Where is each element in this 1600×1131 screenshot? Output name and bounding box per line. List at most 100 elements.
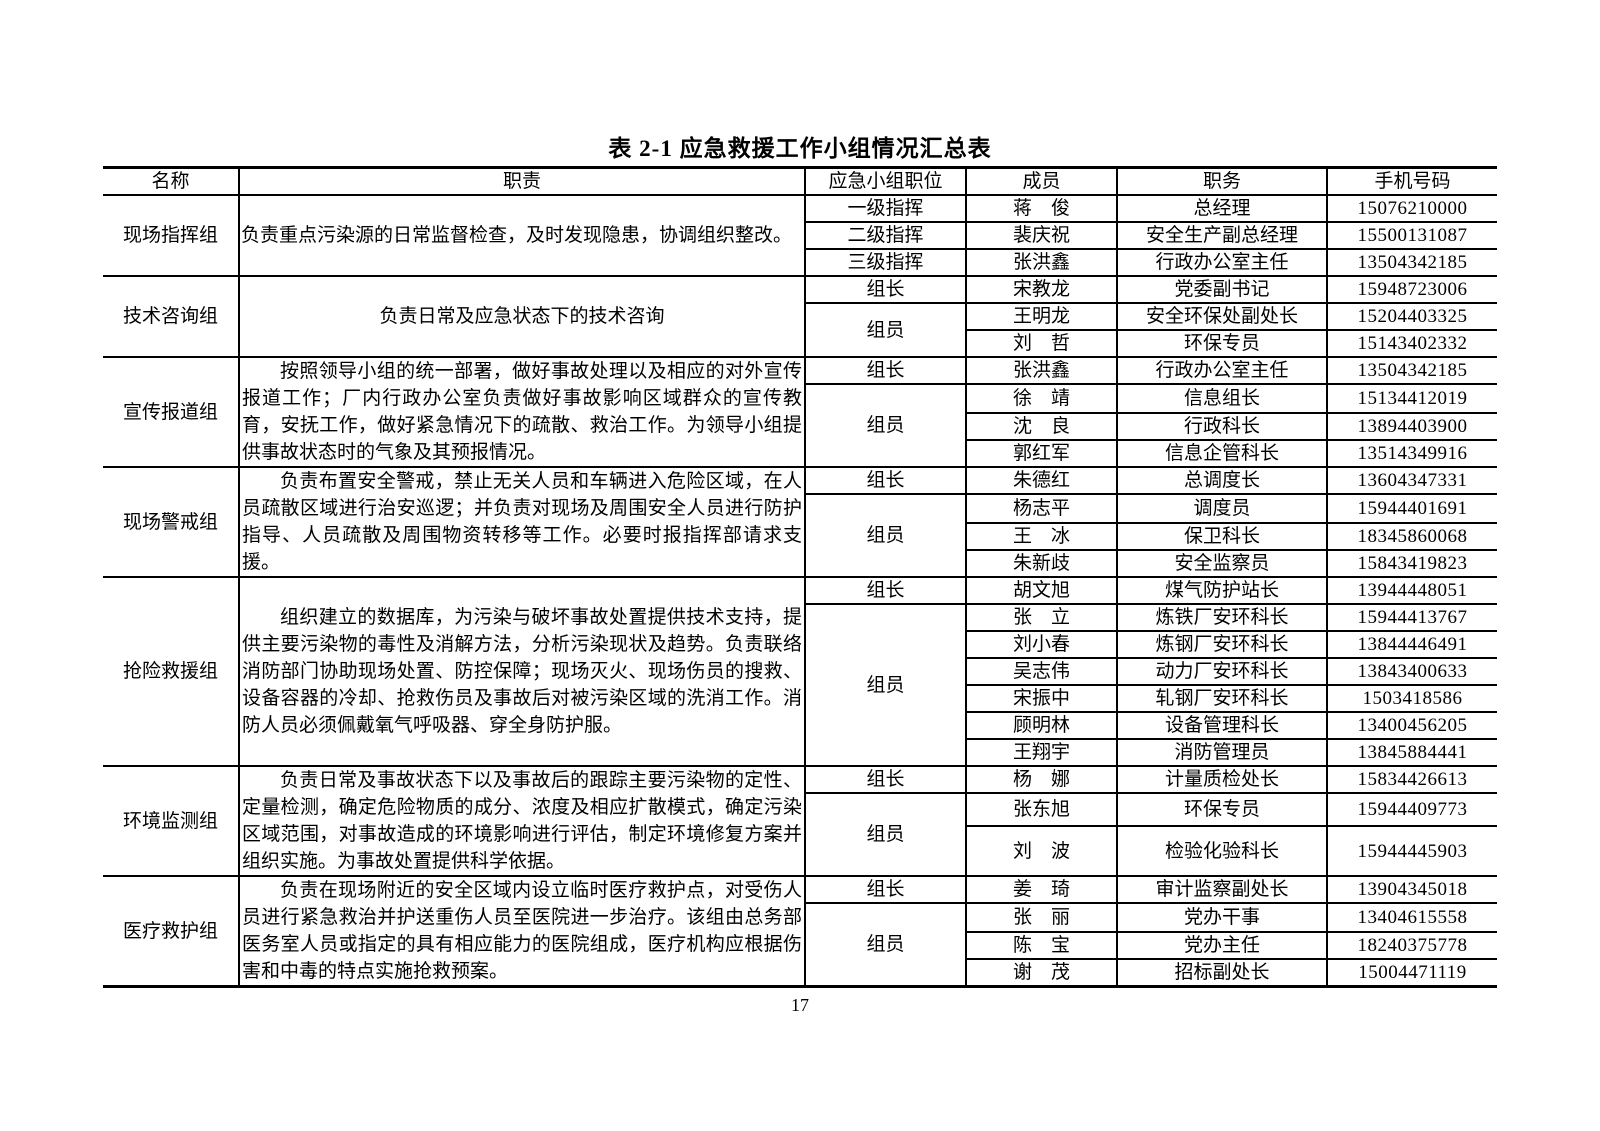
member-title-cell: 环保专员 (1116, 329, 1328, 358)
member-name-cell: 张东旭 (965, 792, 1118, 827)
member-name-cell: 张洪鑫 (965, 248, 1118, 277)
member-name-cell: 吴志伟 (965, 657, 1118, 686)
member-title-cell: 保卫科长 (1116, 522, 1328, 551)
column-header: 职务 (1116, 166, 1328, 196)
member-title-cell: 行政办公室主任 (1116, 356, 1328, 385)
column-header: 应急小组职位 (804, 166, 967, 196)
member-title-cell: 计量质检处长 (1116, 765, 1328, 794)
group-duty-cell: 负责日常及事故状态下以及事故后的跟踪主要污染物的定性、定量检测，确定危险物质的成… (238, 765, 806, 877)
position-cell: 组员 (804, 493, 967, 578)
member-name-cell: 蒋 俊 (965, 194, 1118, 223)
member-name-cell: 朱新歧 (965, 549, 1118, 578)
member-phone-cell: 13845884441 (1326, 738, 1497, 767)
table-row: 宋振中 轧钢厂安环科长 1503418586 (103, 684, 1497, 713)
member-name-cell: 宋教龙 (965, 275, 1118, 304)
member-phone-cell: 13894403900 (1326, 412, 1497, 441)
table-row: 谢 茂招标副处长 15004471119 (103, 958, 1497, 988)
member-title-cell: 行政办公室主任 (1116, 248, 1328, 277)
table-row: 宣传报道组 按照领导小组的统一部署，做好事故处理以及相应的对外宣传报道工作；厂内行… (103, 356, 1497, 468)
position-cell: 组长 (804, 275, 967, 304)
column-header: 手机号码 (1326, 166, 1497, 196)
member-name-cell: 姜 琦 (965, 875, 1118, 904)
member-phone-cell: 18345860068 (1326, 522, 1497, 551)
member-title-cell: 信息企管科长 (1116, 439, 1328, 468)
table-row: 环境监测组 负责日常及事故状态下以及事故后的跟踪主要污染物的定性、定量检测，确定危… (103, 765, 1497, 877)
emergency-group-summary-table: 名称 职责 应急小组职位 成员 职务 手机号码 现场指挥组 负责重点污染源的日常监督检查，及时… (103, 166, 1497, 988)
table-row: 陈 宝党办主任 18240375778 (103, 931, 1497, 960)
member-title-cell: 调度员 (1116, 493, 1328, 524)
table-row: 王 冰保卫科长 18345860068 (103, 522, 1497, 551)
member-name-cell: 顾明林 (965, 711, 1118, 740)
member-title-cell: 环保专员 (1116, 792, 1328, 827)
member-title-cell: 总经理 (1116, 194, 1328, 223)
member-title-cell: 消防管理员 (1116, 738, 1328, 767)
member-phone-cell: 15944413767 (1326, 603, 1497, 632)
table-row: 组员 张东旭 环保专员 15944409773 (103, 792, 1497, 877)
group-duty-cell: 负责布置安全警戒，禁止无关人员和车辆进入危险区域，在人员疏散区域进行治安巡逻；并… (238, 466, 806, 578)
member-phone-cell: 15948723006 (1326, 275, 1497, 304)
member-title-cell: 行政科长 (1116, 412, 1328, 441)
member-phone-cell: 18240375778 (1326, 931, 1497, 960)
position-cell: 组长 (804, 875, 967, 904)
member-phone-cell: 13400456205 (1326, 711, 1497, 740)
member-phone-cell: 13504342185 (1326, 248, 1497, 277)
member-phone-cell: 13514349916 (1326, 439, 1497, 468)
member-name-cell: 杨 娜 (965, 765, 1118, 794)
group-duty-cell: 按照领导小组的统一部署，做好事故处理以及相应的对外宣传报道工作；厂内行政办公室负… (238, 356, 806, 468)
group-name-cell: 现场警戒组 (103, 466, 240, 578)
table-row: 吴志伟 动力厂安环科长 13843400633 (103, 657, 1497, 686)
position-cell: 组员 (804, 302, 967, 358)
column-header: 职责 (238, 166, 806, 196)
table-row: 组员 杨志平 调度员 15944401691 (103, 493, 1497, 578)
group-name-cell: 医疗救护组 (103, 875, 240, 988)
member-title-cell: 安全监察员 (1116, 549, 1328, 578)
member-title-cell: 招标副处长 (1116, 958, 1328, 988)
table-row: 二级指挥 裴庆祝 安全生产副总经理 15500131087 (103, 221, 1497, 250)
table-row: 现场指挥组 负责重点污染源的日常监督检查，及时发现隐患，协调组织整改。 一级指挥蒋 … (103, 194, 1497, 277)
group-name-cell: 环境监测组 (103, 765, 240, 877)
table-row: 组员张 立炼铁厂安环科长 15944413767 (103, 603, 1497, 767)
member-phone-cell: 15004471119 (1326, 958, 1497, 988)
member-phone-cell: 15500131087 (1326, 221, 1497, 250)
column-header: 成员 (965, 166, 1118, 196)
member-title-cell: 审计监察副处长 (1116, 875, 1328, 904)
member-phone-cell: 13904345018 (1326, 875, 1497, 904)
member-phone-cell: 15944409773 (1326, 792, 1497, 827)
member-phone-cell: 13843400633 (1326, 657, 1497, 686)
member-phone-cell: 1503418586 (1326, 684, 1497, 713)
position-cell: 组长 (804, 356, 967, 385)
header-row: 名称 职责 应急小组职位 成员 职务 手机号码 (103, 166, 1497, 196)
table-row: 刘 哲环保专员 15143402332 (103, 329, 1497, 358)
position-cell: 组员 (804, 383, 967, 468)
table-row: 三级指挥 张洪鑫 行政办公室主任 13504342185 (103, 248, 1497, 277)
table-row: 技术咨询组 负责日常及应急状态下的技术咨询 组长 宋教龙 党委副书记 1594872300… (103, 275, 1497, 358)
group-name-cell: 技术咨询组 (103, 275, 240, 358)
group-duty-cell: 组织建立的数据库，为污染与破坏事故处置提供技术支持，提供主要污染物的毒性及消解方… (238, 576, 806, 767)
position-cell: 三级指挥 (804, 248, 967, 277)
member-phone-cell: 13844446491 (1326, 630, 1497, 659)
member-title-cell: 检验化验科长 (1116, 825, 1328, 877)
member-name-cell: 张 丽 (965, 902, 1118, 933)
member-phone-cell: 13944448051 (1326, 576, 1497, 605)
member-name-cell: 郭红军 (965, 439, 1118, 468)
table-row: 刘 波检验化验科长 15944445903 (103, 825, 1497, 877)
member-phone-cell: 15843419823 (1326, 549, 1497, 578)
table-row: 朱新歧 安全监察员 15843419823 (103, 549, 1497, 578)
member-title-cell: 安全生产副总经理 (1116, 221, 1328, 250)
member-name-cell: 刘小春 (965, 630, 1118, 659)
table-body: 名称 职责 应急小组职位 成员 职务 手机号码 现场指挥组 负责重点污染源的日常监督检查，及时… (103, 166, 1497, 988)
table-row: 郭红军 信息企管科长 13514349916 (103, 439, 1497, 468)
table-row: 组员 王明龙 安全环保处副处长 15204403325 (103, 302, 1497, 358)
member-title-cell: 炼钢厂安环科长 (1116, 630, 1328, 659)
member-name-cell: 刘 波 (965, 825, 1118, 877)
group-name-cell: 宣传报道组 (103, 356, 240, 468)
position-cell: 组长 (804, 466, 967, 495)
position-cell: 一级指挥 (804, 194, 967, 223)
table-row: 王翔宇 消防管理员 13845884441 (103, 738, 1497, 767)
group-duty-cell: 负责日常及应急状态下的技术咨询 (238, 275, 806, 358)
member-phone-cell: 15143402332 (1326, 329, 1497, 358)
position-cell: 组员 (804, 603, 967, 767)
member-name-cell: 王明龙 (965, 302, 1118, 331)
position-cell: 二级指挥 (804, 221, 967, 250)
